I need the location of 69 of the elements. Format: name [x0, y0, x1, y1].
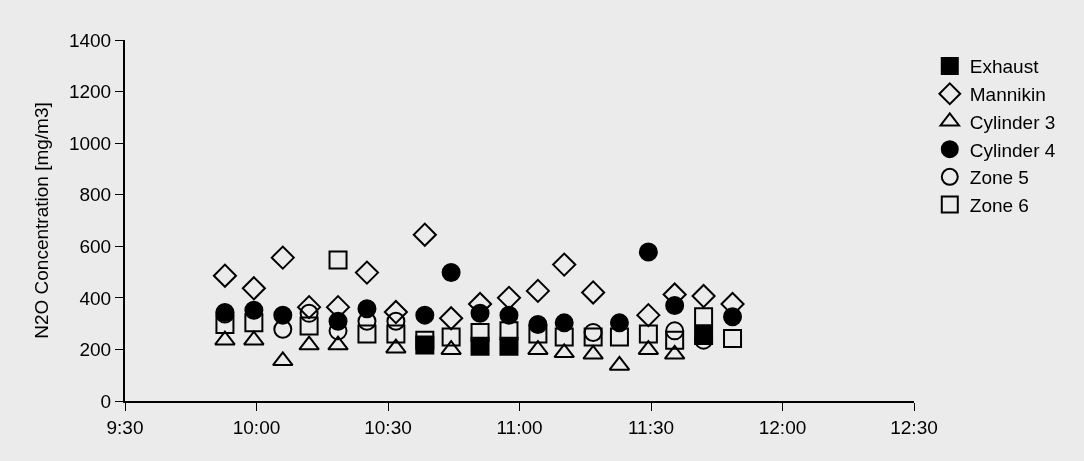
- legend-label: Exhaust: [969, 56, 1040, 78]
- point: [215, 314, 235, 334]
- point: [327, 335, 349, 351]
- point: [554, 327, 574, 347]
- y-axis-title: N2O Concentration [mg/m3]: [31, 102, 53, 339]
- point: [665, 330, 685, 350]
- legend-label: Cylinder 4: [969, 139, 1056, 161]
- point: [525, 278, 550, 303]
- point: [581, 280, 606, 305]
- point: [328, 250, 348, 270]
- x-tick-label: 9:30: [106, 416, 144, 438]
- point: [723, 307, 743, 327]
- y-tick-label: 600: [79, 235, 112, 257]
- point: [244, 313, 264, 333]
- point: [723, 329, 743, 349]
- point: [243, 330, 265, 346]
- point: [691, 284, 716, 309]
- point: [638, 242, 658, 262]
- legend-label: Zone 5: [969, 167, 1029, 189]
- point: [583, 327, 603, 347]
- x-tick-label: 12:30: [890, 416, 938, 438]
- point: [354, 260, 380, 285]
- point: [609, 327, 629, 347]
- point: [636, 303, 661, 328]
- x-tick-label: 10:30: [364, 416, 412, 438]
- x-tick-label: 11:30: [627, 416, 675, 438]
- point: [441, 263, 461, 283]
- point: [470, 322, 490, 342]
- point: [470, 303, 490, 323]
- legend-label: Mannikin: [969, 84, 1046, 106]
- point: [441, 327, 461, 347]
- x-tick-label: 12:00: [758, 416, 807, 438]
- point: [582, 344, 604, 360]
- point: [552, 252, 577, 277]
- y-tick-label: 400: [79, 287, 112, 309]
- point: [273, 319, 293, 339]
- point: [694, 307, 714, 327]
- point: [297, 295, 322, 320]
- point: [665, 321, 685, 341]
- y-tick-label: 1200: [68, 81, 112, 103]
- point: [273, 305, 293, 325]
- point: [212, 263, 237, 288]
- y-tick-label: 1400: [68, 29, 112, 51]
- point: [638, 324, 658, 344]
- point: [412, 222, 437, 247]
- y-tick-label: 800: [79, 184, 112, 206]
- y-tick-label: 0: [100, 390, 112, 412]
- point: [665, 296, 685, 316]
- point: [415, 305, 435, 325]
- point: [386, 324, 406, 344]
- point: [499, 321, 519, 341]
- point: [385, 338, 407, 354]
- y-tick-label: 1000: [68, 132, 112, 154]
- point: [415, 330, 435, 350]
- x-tick-label: 11:00: [496, 416, 543, 438]
- legend-label: Zone 6: [969, 194, 1029, 216]
- point: [439, 306, 464, 331]
- point: [214, 330, 236, 346]
- point: [241, 276, 266, 301]
- point: [583, 322, 603, 342]
- point: [357, 324, 377, 344]
- point: [299, 316, 319, 336]
- point: [528, 324, 548, 344]
- point: [298, 335, 320, 351]
- legend-label: Cylinder 3: [969, 111, 1056, 133]
- x-tick-label: 10:00: [232, 416, 281, 438]
- point: [383, 299, 408, 325]
- point: [270, 245, 295, 270]
- y-tick-label: 200: [79, 339, 112, 361]
